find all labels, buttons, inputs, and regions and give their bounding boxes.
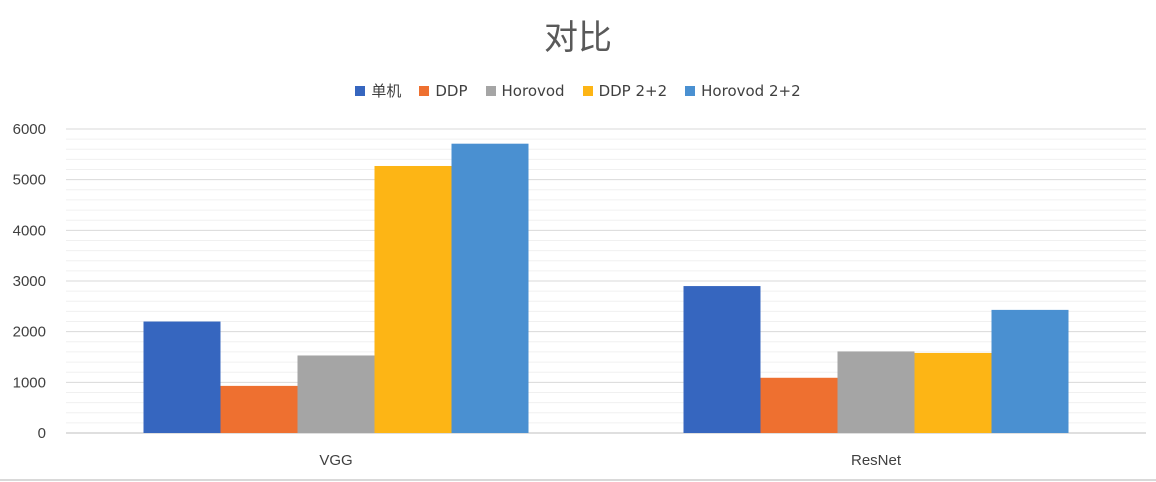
bar — [451, 143, 529, 433]
bar — [837, 351, 915, 433]
bar — [143, 321, 221, 433]
legend-item: Horovod — [485, 80, 565, 101]
bar — [991, 309, 1069, 433]
legend: 单机 DDP Horovod DDP 2+2 Horovod 2+2 — [0, 80, 1156, 101]
legend-swatch — [355, 85, 366, 96]
y-tick-label: 0 — [38, 425, 46, 442]
y-tick-label: 4000 — [13, 222, 46, 239]
bar — [220, 385, 298, 433]
legend-label: DDP — [435, 81, 468, 100]
chart-title: 对比 — [544, 18, 612, 58]
bar — [914, 352, 992, 433]
legend-label: Horovod 2+2 — [701, 81, 801, 100]
y-tick-label: 2000 — [13, 324, 46, 341]
x-category-label: ResNet — [851, 452, 902, 469]
bar — [683, 286, 761, 433]
y-tick-label: 1000 — [13, 374, 46, 391]
bar — [374, 165, 452, 433]
legend-label: DDP 2+2 — [598, 81, 668, 100]
y-tick-label: 3000 — [13, 273, 46, 290]
legend-item: Horovod 2+2 — [685, 80, 801, 101]
legend-swatch — [582, 85, 593, 96]
x-category-label: VGG — [319, 452, 352, 469]
legend-swatch — [485, 85, 496, 96]
legend-swatch — [419, 85, 430, 96]
legend-item: DDP 2+2 — [582, 80, 668, 101]
legend-item: DDP — [419, 80, 468, 101]
y-tick-label: 6000 — [13, 121, 46, 138]
bar — [760, 377, 838, 433]
bottom-border — [0, 479, 1156, 481]
y-tick-label: 5000 — [13, 172, 46, 189]
legend-item: 单机 — [355, 80, 401, 101]
legend-label: Horovod — [501, 81, 565, 100]
legend-swatch — [685, 85, 696, 96]
legend-label: 单机 — [371, 82, 402, 100]
bar — [297, 355, 375, 433]
